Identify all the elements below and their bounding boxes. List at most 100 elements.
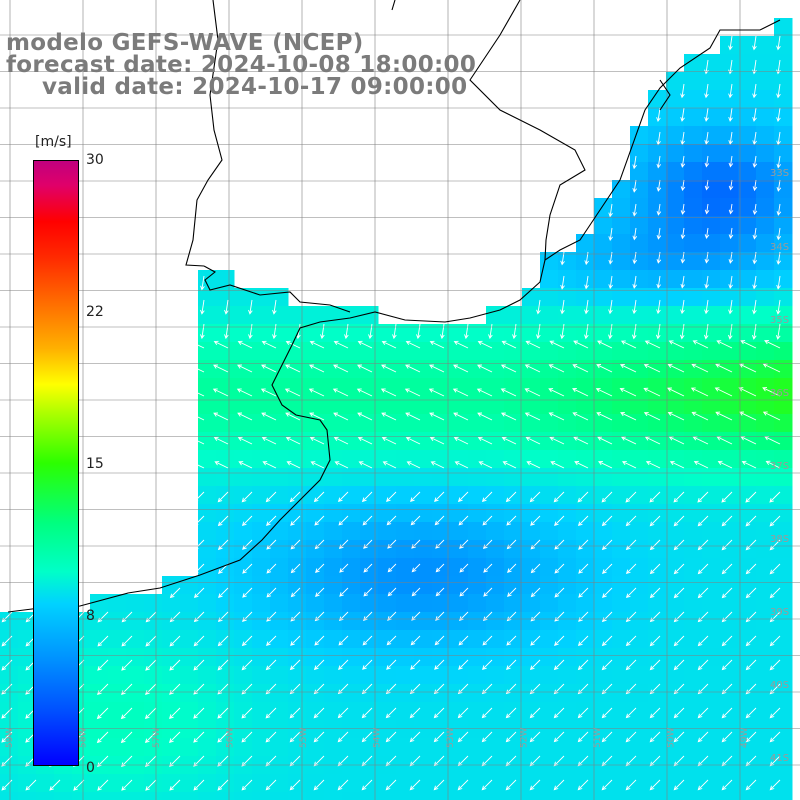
wind-speed-cell <box>648 612 667 631</box>
wind-speed-cell <box>774 684 793 703</box>
wind-arrow <box>500 364 517 373</box>
wind-speed-cell <box>252 378 271 397</box>
wind-speed-cell <box>216 522 235 541</box>
wind-speed-cell <box>216 270 235 289</box>
wind-arrow <box>120 731 133 744</box>
wind-speed-cell <box>756 468 775 487</box>
wind-speed-cell <box>306 648 325 667</box>
wind-speed-cell <box>162 630 181 649</box>
wind-arrow <box>656 107 661 123</box>
wind-arrow <box>217 659 229 671</box>
wind-speed-cell <box>270 684 289 703</box>
wind-speed-cell <box>684 54 703 73</box>
wind-speed-cell <box>630 558 649 577</box>
wind-speed-cell <box>414 558 433 577</box>
wind-arrow <box>453 340 469 349</box>
wind-speed-cell <box>198 450 217 469</box>
wind-speed-cell <box>648 288 667 307</box>
wind-speed-cell <box>180 774 199 793</box>
wind-arrow <box>601 707 613 719</box>
wind-speed-cell <box>414 702 433 721</box>
wind-arrow <box>505 731 517 743</box>
wind-arrow <box>656 275 661 289</box>
wind-speed-cell <box>288 450 307 469</box>
wind-speed-cell <box>360 360 379 379</box>
wind-speed-cell <box>540 450 559 469</box>
wind-speed-cell <box>450 342 469 361</box>
wind-speed-cell <box>414 342 433 361</box>
wind-speed-cell <box>612 504 631 523</box>
wind-speed-cell <box>774 144 793 163</box>
wind-speed-cell <box>684 324 703 343</box>
wind-arrow <box>679 323 685 340</box>
wind-speed-cell <box>504 666 523 685</box>
wind-speed-cell <box>270 306 289 325</box>
wind-speed-cell <box>504 306 523 325</box>
wind-arrow <box>776 275 781 290</box>
wind-speed-cell <box>702 468 721 487</box>
wind-speed-cell <box>468 774 487 793</box>
wind-arrow <box>320 323 325 340</box>
wind-arrow <box>121 755 133 767</box>
latitude-label: 34S <box>770 242 789 253</box>
wind-arrow <box>649 707 661 719</box>
wind-speed-cell <box>558 468 577 487</box>
wind-arrow <box>478 461 493 469</box>
wind-arrow <box>120 707 133 720</box>
wind-arrow <box>656 299 661 315</box>
wind-speed-cell <box>612 216 631 235</box>
wind-speed-cell <box>90 666 109 685</box>
wind-speed-cell <box>198 612 217 631</box>
wind-arrow <box>745 635 757 647</box>
wind-arrow <box>381 340 397 349</box>
wind-speed-cell <box>522 648 541 667</box>
wind-speed-cell <box>684 432 703 451</box>
wind-arrow <box>1 635 13 647</box>
wind-speed-cell <box>198 378 217 397</box>
wind-speed-cell <box>612 522 631 541</box>
wind-arrow <box>337 731 349 743</box>
wind-speed-cell <box>630 180 649 199</box>
wind-speed-cell <box>378 378 397 397</box>
wind-arrow <box>315 587 325 597</box>
wind-speed-cell <box>432 396 451 415</box>
wind-speed-cell <box>216 342 235 361</box>
wind-speed-cell <box>216 288 235 307</box>
wind-arrow <box>237 340 253 349</box>
wind-arrow <box>193 707 205 719</box>
wind-arrow <box>169 707 181 719</box>
wind-speed-cell <box>432 684 451 703</box>
wind-speed-cell <box>684 126 703 145</box>
wind-arrow <box>560 323 565 340</box>
wind-speed-cell <box>648 666 667 685</box>
wind-speed-cell <box>540 648 559 667</box>
wind-arrow <box>242 587 253 598</box>
wind-speed-cell <box>738 450 757 469</box>
wind-speed-cell <box>144 666 163 685</box>
wind-speed-cell <box>594 288 613 307</box>
wind-speed-cell <box>306 504 325 523</box>
wind-arrow <box>704 131 709 145</box>
wind-speed-cell <box>216 792 235 800</box>
wind-arrow <box>608 299 613 315</box>
wind-speed-cell <box>252 468 271 487</box>
wind-speed-cell <box>720 90 739 109</box>
wind-speed-cell <box>684 414 703 433</box>
wind-arrow <box>241 659 253 671</box>
wind-speed-cell <box>702 684 721 703</box>
wind-speed-cell <box>198 522 217 541</box>
wind-speed-cell <box>0 738 19 757</box>
wind-arrow <box>703 323 709 340</box>
wind-speed-cell <box>450 792 469 800</box>
wind-arrow <box>752 299 757 315</box>
wind-arrow <box>169 587 181 599</box>
wind-speed-cell <box>648 360 667 379</box>
wind-speed-cell <box>198 306 217 325</box>
wind-speed-cell <box>720 468 739 487</box>
wind-speed-cell <box>630 126 649 145</box>
wind-speed-cell <box>450 738 469 757</box>
wind-speed-cell <box>378 558 397 577</box>
wind-speed-cell <box>702 630 721 649</box>
wind-speed-cell <box>684 252 703 271</box>
wind-speed-cell <box>324 432 343 451</box>
